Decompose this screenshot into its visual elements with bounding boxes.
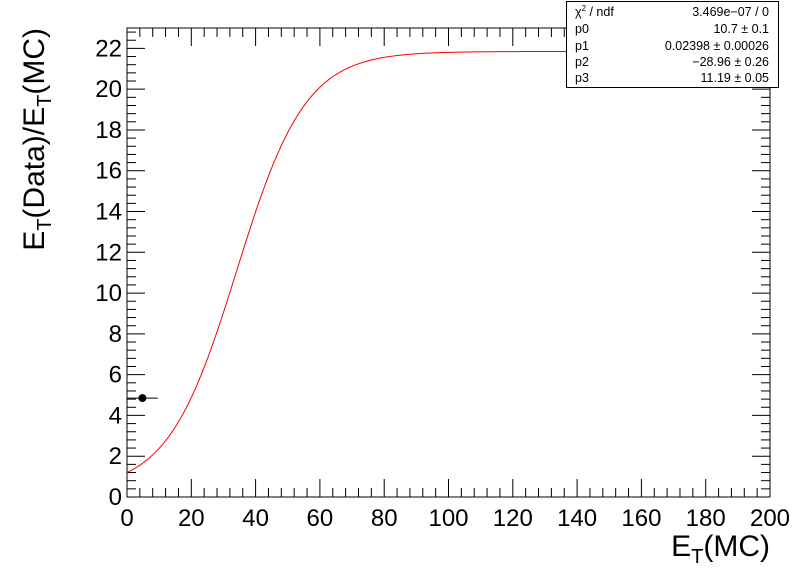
x-title-sub: T bbox=[691, 546, 703, 568]
stat-row-p0: p0 10.7 ± 0.1 bbox=[575, 21, 769, 38]
x-tick-label: 120 bbox=[493, 505, 533, 532]
y-tick-label: 20 bbox=[95, 76, 122, 103]
stat-chi2-label: χ2 / ndf bbox=[575, 4, 614, 22]
chi-ndf-text: / ndf bbox=[586, 5, 614, 19]
y-tick-label: 6 bbox=[109, 362, 122, 389]
y-title-sub2: T bbox=[34, 95, 56, 107]
x-tick-label: 60 bbox=[307, 505, 334, 532]
x-tick-label: 40 bbox=[242, 505, 269, 532]
y-tick-label: 10 bbox=[95, 280, 122, 307]
y-tick-label: 12 bbox=[95, 239, 122, 266]
y-tick-label: 16 bbox=[95, 158, 122, 185]
data-point bbox=[138, 394, 147, 403]
axis-ticks bbox=[126, 28, 771, 498]
fit-stats-box: χ2 / ndf 3.469e−07 / 0 p0 10.7 ± 0.1 p1 … bbox=[566, 1, 779, 88]
stat-row-p2: p2 −28.96 ± 0.26 bbox=[575, 54, 769, 71]
axis-tick-labels: 0 20 40 60 80 100 120 140 160 180 200 0 2 4 6 8 10 12 14 16… bbox=[95, 35, 790, 532]
x-tick-label: 160 bbox=[621, 505, 661, 532]
y-title-part1: E bbox=[18, 231, 51, 251]
y-tick-label: 4 bbox=[109, 402, 122, 429]
stat-value: −28.96 ± 0.26 bbox=[692, 55, 769, 69]
y-axis-title: ET(Data)/ET(MC) bbox=[18, 28, 56, 251]
x-tick-label: 200 bbox=[750, 505, 790, 532]
y-tick-label: 0 bbox=[109, 484, 122, 511]
chi-symbol: χ bbox=[575, 5, 582, 19]
x-title-main: E bbox=[671, 530, 691, 563]
stat-value: 11.19 ± 0.05 bbox=[700, 71, 770, 85]
x-tick-label: 0 bbox=[120, 505, 133, 532]
stat-value: 0.02398 ± 0.00026 bbox=[664, 39, 769, 53]
stat-row-chi2: χ2 / ndf 3.469e−07 / 0 bbox=[575, 4, 769, 21]
stat-chi2-value: 3.469e−07 / 0 bbox=[692, 5, 769, 19]
y-tick-label: 18 bbox=[95, 117, 122, 144]
y-title-sub1: T bbox=[34, 219, 56, 231]
y-title-mid: (Data)/E bbox=[18, 107, 51, 219]
stat-row-p1: p1 0.02398 ± 0.00026 bbox=[575, 38, 769, 55]
x-tick-label: 80 bbox=[371, 505, 398, 532]
chi-superscript: 2 bbox=[581, 4, 587, 13]
y-tick-label: 2 bbox=[109, 443, 122, 470]
y-tick-label: 8 bbox=[109, 321, 122, 348]
stat-value: 10.7 ± 0.1 bbox=[713, 22, 769, 36]
x-tick-label: 140 bbox=[557, 505, 597, 532]
x-axis-title: ET(MC) bbox=[671, 530, 770, 568]
x-tick-label: 20 bbox=[178, 505, 205, 532]
stat-name: p1 bbox=[575, 39, 589, 53]
stat-name: p2 bbox=[575, 55, 589, 69]
fit-curve bbox=[126, 50, 578, 474]
x-tick-label: 100 bbox=[428, 505, 468, 532]
stat-name: p3 bbox=[575, 71, 589, 85]
x-tick-label: 180 bbox=[686, 505, 726, 532]
y-title-rest: (MC) bbox=[18, 28, 51, 95]
stat-name: p0 bbox=[575, 22, 589, 36]
stat-row-p3: p3 11.19 ± 0.05 bbox=[575, 70, 769, 87]
y-tick-label: 14 bbox=[95, 199, 122, 226]
plot-frame bbox=[126, 27, 771, 498]
data-points bbox=[127, 394, 158, 403]
x-title-rest: (MC) bbox=[703, 530, 770, 563]
y-tick-label: 22 bbox=[95, 35, 122, 62]
